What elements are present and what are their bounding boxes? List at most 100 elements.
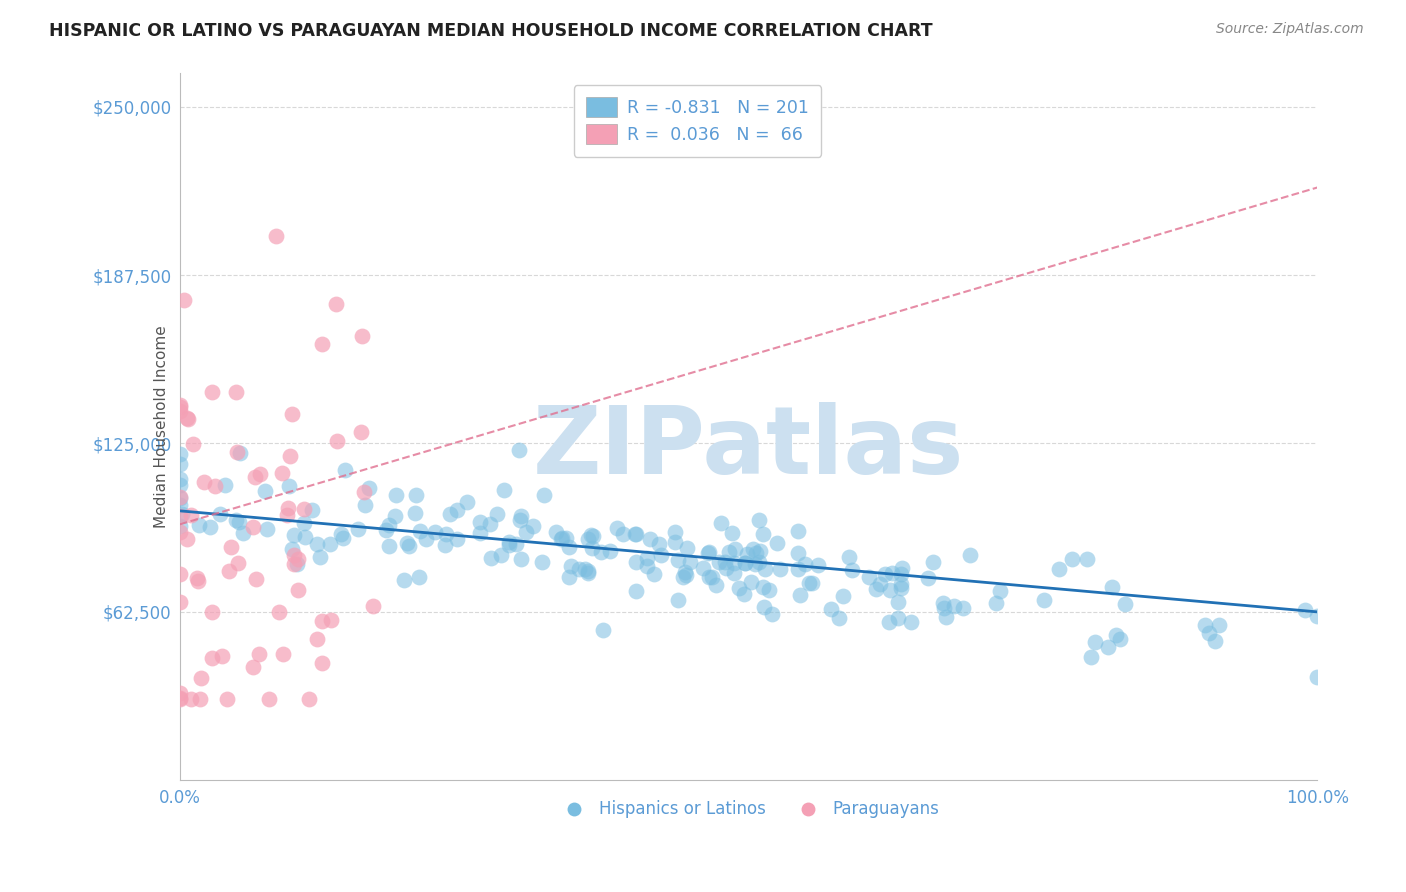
Point — [515, 524, 537, 539]
Point — [887, 611, 910, 625]
Point — [724, 542, 747, 557]
Point — [298, 692, 321, 706]
Point — [193, 475, 215, 489]
Point — [733, 587, 755, 601]
Point — [169, 404, 191, 418]
Point — [264, 228, 287, 243]
Point — [931, 597, 953, 611]
Point — [666, 593, 689, 607]
Point — [225, 384, 247, 399]
Point — [576, 564, 599, 578]
Point — [576, 566, 599, 581]
Point — [984, 596, 1007, 610]
Point — [1033, 593, 1056, 607]
Point — [311, 614, 333, 628]
Point — [385, 488, 408, 502]
Point — [508, 443, 530, 458]
Point — [494, 483, 516, 497]
Point — [278, 479, 301, 493]
Point — [728, 581, 751, 595]
Point — [256, 522, 278, 536]
Point — [307, 632, 329, 647]
Point — [446, 532, 468, 546]
Point — [758, 582, 780, 597]
Point — [935, 609, 957, 624]
Point — [959, 548, 981, 562]
Point — [748, 555, 770, 569]
Point — [664, 535, 686, 549]
Point — [232, 526, 254, 541]
Point — [582, 528, 605, 542]
Point — [169, 398, 191, 412]
Point — [204, 479, 226, 493]
Point — [325, 296, 347, 310]
Point — [1198, 626, 1220, 640]
Point — [723, 566, 745, 581]
Point — [405, 488, 427, 502]
Point — [624, 526, 647, 541]
Point — [287, 551, 309, 566]
Point — [292, 516, 315, 530]
Point — [592, 624, 614, 638]
Point — [169, 686, 191, 700]
Point — [638, 532, 661, 546]
Point — [664, 524, 686, 539]
Point — [799, 575, 821, 590]
Point — [1306, 609, 1329, 624]
Point — [169, 519, 191, 533]
Point — [301, 502, 323, 516]
Point — [169, 567, 191, 582]
Point — [347, 522, 370, 536]
Point — [169, 692, 191, 706]
Point — [271, 466, 294, 480]
Point — [1062, 552, 1084, 566]
Point — [533, 488, 555, 502]
Point — [498, 534, 520, 549]
Point — [1294, 603, 1316, 617]
Point — [277, 501, 299, 516]
Point — [198, 519, 221, 533]
Point — [869, 577, 891, 591]
Point — [754, 599, 776, 614]
Text: HISPANIC OR LATINO VS PARAGUAYAN MEDIAN HOUSEHOLD INCOME CORRELATION CHART: HISPANIC OR LATINO VS PARAGUAYAN MEDIAN … — [49, 22, 932, 40]
Point — [734, 556, 756, 570]
Point — [396, 536, 419, 550]
Point — [353, 498, 375, 512]
Point — [900, 615, 922, 629]
Point — [879, 583, 901, 598]
Point — [485, 507, 508, 521]
Point — [648, 537, 671, 551]
Point — [359, 481, 381, 495]
Point — [786, 524, 808, 539]
Point — [749, 544, 772, 558]
Point — [557, 570, 579, 584]
Point — [169, 401, 191, 415]
Point — [1101, 580, 1123, 594]
Point — [215, 692, 238, 706]
Point — [505, 536, 527, 550]
Point — [225, 513, 247, 527]
Point — [626, 584, 648, 599]
Point — [456, 494, 478, 508]
Point — [307, 537, 329, 551]
Point — [267, 605, 290, 619]
Point — [579, 528, 602, 542]
Point — [769, 562, 792, 576]
Point — [697, 546, 720, 560]
Y-axis label: Median Household Income: Median Household Income — [153, 326, 169, 528]
Point — [287, 583, 309, 598]
Point — [176, 411, 198, 425]
Point — [560, 559, 582, 574]
Point — [734, 556, 756, 570]
Point — [188, 518, 211, 533]
Point — [720, 525, 742, 540]
Point — [761, 607, 783, 622]
Point — [704, 578, 727, 592]
Point — [253, 484, 276, 499]
Point — [332, 531, 354, 545]
Point — [353, 484, 375, 499]
Point — [988, 584, 1011, 599]
Point — [468, 525, 491, 540]
Point — [169, 691, 191, 706]
Point — [169, 457, 191, 471]
